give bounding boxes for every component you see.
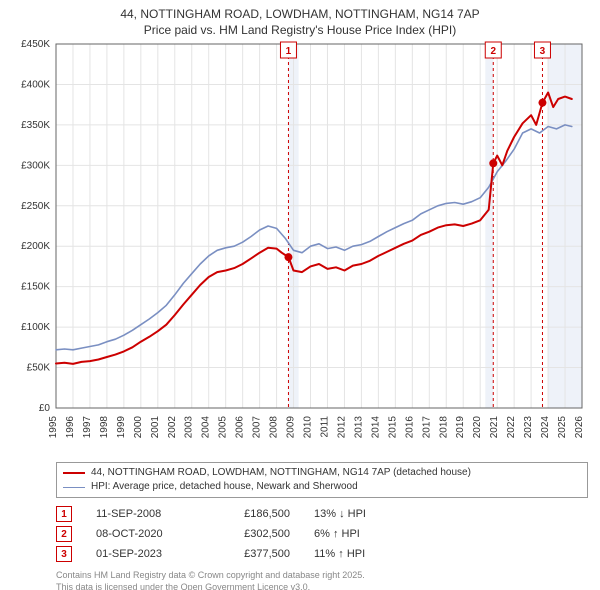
footer-line-2: This data is licensed under the Open Gov… — [56, 582, 588, 590]
event-pct: 11% ↑ HPI — [314, 548, 414, 560]
svg-text:£100K: £100K — [21, 322, 50, 333]
events-table: 1 11-SEP-2008 £186,500 13% ↓ HPI 2 08-OCT-202… — [56, 504, 588, 564]
svg-text:2016: 2016 — [404, 416, 415, 439]
svg-text:1996: 1996 — [65, 416, 76, 439]
svg-text:1995: 1995 — [48, 416, 59, 439]
legend-swatch-hpi — [63, 487, 85, 488]
svg-text:£400K: £400K — [21, 80, 50, 91]
title-line-2: Price paid vs. HM Land Registry's House … — [0, 22, 600, 38]
event-marker: 2 — [56, 526, 72, 542]
footer-line-1: Contains HM Land Registry data © Crown c… — [56, 570, 588, 582]
svg-text:2011: 2011 — [319, 416, 330, 438]
container: 44, NOTTINGHAM ROAD, LOWDHAM, NOTTINGHAM… — [0, 0, 600, 590]
event-price: £302,500 — [210, 528, 290, 540]
svg-text:2019: 2019 — [455, 416, 466, 439]
event-marker: 3 — [56, 546, 72, 562]
legend-swatch-paid — [63, 472, 85, 474]
svg-text:£150K: £150K — [21, 282, 50, 293]
svg-text:2002: 2002 — [167, 416, 178, 439]
svg-text:2021: 2021 — [489, 416, 500, 439]
title-line-1: 44, NOTTINGHAM ROAD, LOWDHAM, NOTTINGHAM… — [0, 6, 600, 22]
chart-title: 44, NOTTINGHAM ROAD, LOWDHAM, NOTTINGHAM… — [0, 0, 600, 38]
svg-text:2012: 2012 — [336, 416, 347, 439]
svg-text:1997: 1997 — [82, 416, 93, 439]
svg-text:2006: 2006 — [235, 416, 246, 439]
footer: Contains HM Land Registry data © Crown c… — [56, 570, 588, 590]
legend-label-paid: 44, NOTTINGHAM ROAD, LOWDHAM, NOTTINGHAM… — [91, 466, 471, 480]
svg-text:£300K: £300K — [21, 161, 50, 172]
legend-row-paid: 44, NOTTINGHAM ROAD, LOWDHAM, NOTTINGHAM… — [63, 466, 581, 480]
svg-text:2020: 2020 — [472, 416, 483, 439]
svg-text:£250K: £250K — [21, 201, 50, 212]
legend-label-hpi: HPI: Average price, detached house, Newa… — [91, 480, 358, 494]
svg-text:2022: 2022 — [506, 416, 517, 439]
svg-text:2018: 2018 — [438, 416, 449, 439]
event-date: 08-OCT-2020 — [96, 528, 186, 540]
svg-text:1: 1 — [286, 46, 292, 57]
svg-text:£0: £0 — [39, 403, 51, 414]
svg-text:2015: 2015 — [387, 416, 398, 439]
svg-text:2001: 2001 — [150, 416, 161, 439]
event-marker: 1 — [56, 506, 72, 522]
svg-text:2003: 2003 — [184, 416, 195, 439]
svg-text:2005: 2005 — [218, 416, 229, 439]
svg-text:2004: 2004 — [201, 416, 212, 439]
legend: 44, NOTTINGHAM ROAD, LOWDHAM, NOTTINGHAM… — [56, 462, 588, 498]
event-row: 2 08-OCT-2020 £302,500 6% ↑ HPI — [56, 524, 588, 544]
event-price: £377,500 — [210, 548, 290, 560]
svg-text:2024: 2024 — [540, 416, 551, 439]
svg-text:2010: 2010 — [303, 416, 314, 439]
svg-text:£350K: £350K — [21, 120, 50, 131]
svg-text:£450K: £450K — [21, 39, 50, 50]
svg-text:1998: 1998 — [99, 416, 110, 439]
svg-text:£50K: £50K — [27, 363, 51, 374]
svg-text:1999: 1999 — [116, 416, 127, 439]
svg-text:2007: 2007 — [252, 416, 263, 439]
svg-text:2025: 2025 — [557, 416, 568, 439]
svg-text:2023: 2023 — [523, 416, 534, 439]
svg-text:2009: 2009 — [286, 416, 297, 439]
svg-text:2017: 2017 — [421, 416, 432, 439]
chart: £0 £50K £100K £150K £200K £250K £300K £350K £400… — [0, 38, 600, 458]
svg-text:3: 3 — [540, 46, 546, 57]
event-date: 11-SEP-2008 — [96, 508, 186, 520]
chart-svg: £0 £50K £100K £150K £200K £250K £300K £350K £400… — [0, 38, 600, 458]
svg-text:2014: 2014 — [370, 416, 381, 439]
svg-text:2013: 2013 — [353, 416, 364, 439]
event-pct: 13% ↓ HPI — [314, 508, 414, 520]
svg-text:2008: 2008 — [269, 416, 280, 439]
legend-row-hpi: HPI: Average price, detached house, Newa… — [63, 480, 581, 494]
svg-text:2000: 2000 — [133, 416, 144, 439]
event-pct: 6% ↑ HPI — [314, 528, 414, 540]
event-row: 3 01-SEP-2023 £377,500 11% ↑ HPI — [56, 544, 588, 564]
event-row: 1 11-SEP-2008 £186,500 13% ↓ HPI — [56, 504, 588, 524]
svg-text:£200K: £200K — [21, 242, 50, 253]
svg-text:2: 2 — [490, 46, 496, 57]
event-date: 01-SEP-2023 — [96, 548, 186, 560]
svg-text:2026: 2026 — [574, 416, 585, 439]
event-price: £186,500 — [210, 508, 290, 520]
